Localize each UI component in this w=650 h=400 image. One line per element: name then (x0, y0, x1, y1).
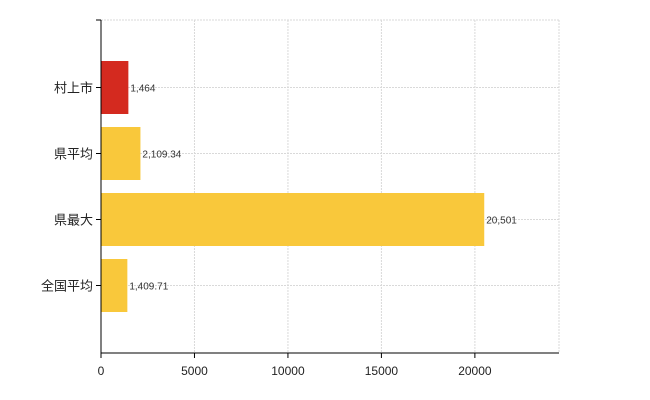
bars (101, 61, 485, 312)
bar-2 (101, 193, 485, 246)
x-tick-label-0: 0 (98, 364, 105, 378)
data-label-3: 1,409.71 (129, 282, 168, 293)
grid-lines (101, 19, 560, 353)
category-label-3: 全国平均 (41, 279, 93, 295)
data-label-0: 1,464 (130, 84, 155, 95)
axes (96, 19, 559, 358)
bar-0 (101, 61, 129, 114)
bar-3 (101, 259, 128, 312)
data-label-1: 2,109.34 (142, 150, 181, 161)
labels: 1,464 村上市 2,109.34 県平均 20,501 県最大 1,409.71 全国平均… (41, 81, 517, 379)
data-label-2: 20,501 (486, 216, 517, 227)
category-label-0: 村上市 (54, 81, 93, 97)
category-label-2: 県最大 (54, 214, 93, 229)
x-tick-label-2: 10000 (271, 364, 305, 378)
x-tick-label-3: 15000 (365, 364, 399, 378)
x-tick-label-1: 5000 (181, 364, 208, 378)
x-tick-label-4: 20000 (458, 364, 492, 378)
bar-1 (101, 127, 141, 180)
category-label-1: 県平均 (54, 148, 93, 163)
